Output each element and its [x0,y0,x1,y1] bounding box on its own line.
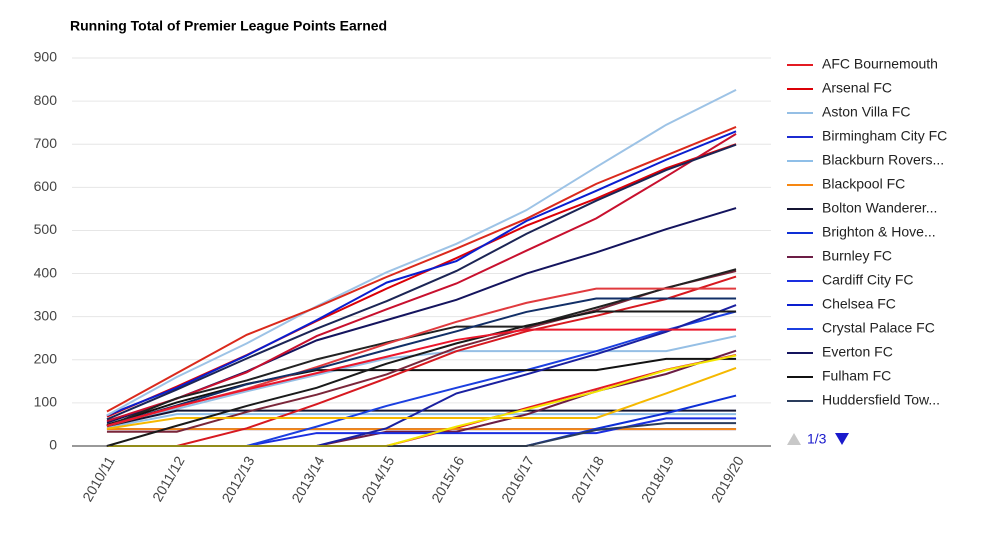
y-tick-label: 300 [34,307,58,323]
series-line [106,328,737,427]
legend-label: Huddersfield Tow... [822,392,940,408]
series-line [106,89,737,417]
chart-title: Running Total of Premier League Points E… [70,18,387,34]
x-tick-label: 2016/17 [498,453,537,505]
x-tick-label: 2015/16 [428,453,467,505]
series-line [106,207,737,424]
legend-label: Bolton Wanderer... [822,200,937,216]
y-tick-label: 600 [34,178,58,194]
x-tick-label: 2013/14 [288,453,327,505]
legend-label: AFC Bournemouth [822,56,938,72]
legend-page: 1/3 [807,431,827,447]
legend-label: Burnley FC [822,248,892,264]
legend-label: Fulham FC [822,368,891,384]
legend-label: Crystal Palace FC [822,320,935,336]
y-tick-label: 900 [34,49,58,65]
legend-label: Arsenal FC [822,80,892,96]
series-line [106,417,737,447]
y-tick-label: 400 [34,264,58,280]
series-line [106,275,737,447]
series-line [106,133,737,422]
legend-next[interactable] [835,433,849,445]
legend-label: Brighton & Hove... [822,224,936,240]
legend-label: Aston Villa FC [822,104,910,120]
y-tick-label: 100 [34,394,58,410]
legend-label: Birmingham City FC [822,128,947,144]
series-line [106,357,737,426]
series-line [106,367,737,430]
legend-label: Blackburn Rovers... [822,152,944,168]
y-tick-label: 0 [49,437,57,453]
x-tick-label: 2018/19 [638,453,677,505]
x-tick-label: 2014/15 [358,453,397,505]
legend-label: Everton FC [822,344,893,360]
legend-label: Blackpool FC [822,176,905,192]
y-tick-label: 800 [34,92,58,108]
x-tick-label: 2019/20 [708,453,747,505]
x-tick-label: 2011/12 [149,453,188,504]
legend-label: Chelsea FC [822,296,896,312]
series-line [106,130,737,417]
series-line [106,143,737,421]
series-line [106,126,737,413]
y-tick-label: 500 [34,221,58,237]
series-line [106,335,737,427]
y-tick-label: 700 [34,135,58,151]
x-tick-label: 2017/18 [568,453,607,505]
legend-label: Cardiff City FC [822,272,914,288]
x-tick-label: 2012/13 [218,453,257,505]
series-line [106,310,737,447]
legend-prev[interactable] [787,433,801,445]
y-tick-label: 200 [34,350,58,366]
series-line [106,413,737,429]
series-line [106,422,737,447]
x-tick-label: 2010/11 [79,453,118,504]
series-line [106,297,737,427]
